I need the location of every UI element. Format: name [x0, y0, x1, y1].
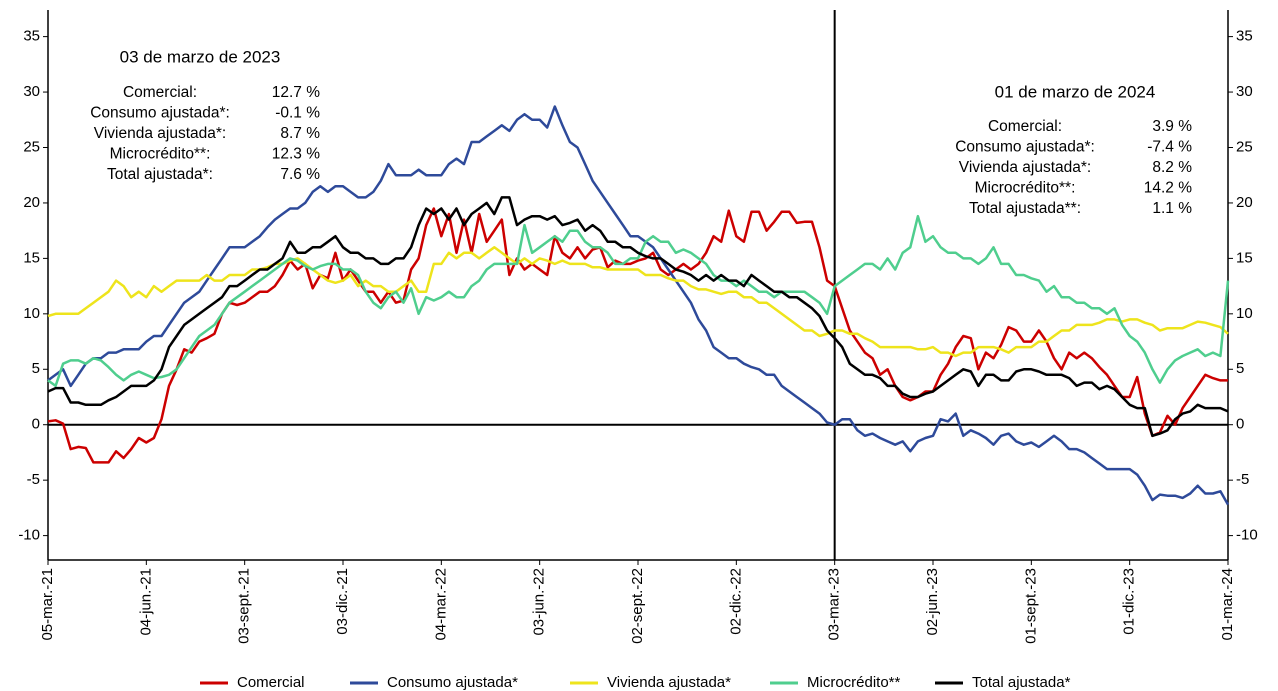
y-tick-label: -10 — [18, 527, 40, 544]
annotation-value: 14.2 % — [1144, 180, 1192, 197]
legend-label: Microcrédito** — [807, 674, 901, 691]
annotation-label: Comercial: — [988, 118, 1062, 135]
y-tick-label: 5 — [32, 360, 40, 377]
annotation-title: 01 de marzo de 2024 — [995, 82, 1156, 101]
annotation-value: 7.6 % — [280, 166, 320, 183]
y-tick-label: 35 — [1236, 28, 1253, 45]
legend-label: Consumo ajustada* — [387, 674, 518, 691]
series-line — [47, 214, 1230, 388]
annotation-value: 12.7 % — [272, 84, 320, 101]
annotation-value: 8.2 % — [1152, 159, 1192, 176]
annotation-value: 12.3 % — [272, 146, 320, 163]
y-tick-label: 30 — [23, 83, 40, 100]
legend-label: Comercial — [237, 674, 305, 691]
annotation-label: Vivienda ajustada*: — [94, 125, 226, 142]
x-tick-label: 01-mar.-24 — [1219, 568, 1236, 641]
x-tick-label: 03-sept.-21 — [236, 568, 253, 644]
x-tick-label: 02-dic.-22 — [727, 568, 744, 635]
y-tick-label: -10 — [1236, 527, 1258, 544]
annotation-label: Comercial: — [123, 84, 197, 101]
annotation-label: Vivienda ajustada*: — [959, 159, 1091, 176]
x-tick-label: 01-dic.-23 — [1121, 568, 1138, 635]
x-tick-label: 03-jun.-22 — [531, 568, 548, 636]
annotation-label: Total ajustada**: — [969, 200, 1081, 217]
y-tick-label: 20 — [1236, 194, 1253, 211]
x-tick-label: 01-sept.-23 — [1022, 568, 1039, 644]
annotation-value: 3.9 % — [1152, 118, 1192, 135]
series-line — [47, 207, 1228, 464]
x-tick-label: 05-mar.-21 — [39, 568, 56, 641]
annotation-value: 8.7 % — [280, 125, 320, 142]
x-tick-label: 04-mar.-22 — [432, 568, 449, 641]
annotation-value: -7.4 % — [1147, 139, 1192, 156]
legend: Comercial Consumo ajustada* Vivienda ajust… — [200, 674, 1071, 691]
series-line — [47, 246, 1229, 358]
y-tick-label: 0 — [32, 416, 40, 433]
annotation-title: 03 de marzo de 2023 — [120, 47, 281, 66]
annotation-label: Consumo ajustada*: — [90, 105, 230, 122]
y-tick-label: 35 — [23, 28, 40, 45]
annotation-value: 1.1 % — [1152, 200, 1192, 217]
annotation-label: Microcrédito**: — [975, 180, 1076, 197]
y-tick-label: 30 — [1236, 83, 1253, 100]
y-tick-label: 20 — [23, 194, 40, 211]
annotation-label: Consumo ajustada*: — [955, 139, 1095, 156]
x-tick-label: 03-dic.-21 — [334, 568, 351, 635]
x-tick-label: 02-sept.-22 — [629, 568, 646, 644]
y-tick-label: 25 — [23, 138, 40, 155]
annotation-label: Microcrédito**: — [110, 146, 211, 163]
series-line — [47, 105, 1230, 506]
annotation: 03 de marzo de 2023 Comercial: 12.7 % Consu… — [90, 47, 320, 183]
y-tick-label: 10 — [23, 305, 40, 322]
legend-label: Total ajustada* — [972, 674, 1071, 691]
x-tick-label: 03-mar.-23 — [826, 568, 843, 641]
annotation: 01 de marzo de 2024 Comercial: 3.9 % Consum… — [955, 82, 1192, 217]
legend-label: Vivienda ajustada* — [607, 674, 731, 691]
y-tick-label: 15 — [23, 249, 40, 266]
series-line — [47, 196, 1229, 438]
y-tick-label: 15 — [1236, 249, 1253, 266]
x-tick-label: 04-jun.-21 — [137, 568, 154, 636]
y-tick-label: -5 — [1236, 471, 1249, 488]
y-tick-label: 10 — [1236, 305, 1253, 322]
annotation-value: -0.1 % — [275, 105, 320, 122]
annotation-label: Total ajustada*: — [107, 166, 213, 183]
y-tick-label: 25 — [1236, 138, 1253, 155]
y-tick-label: 0 — [1236, 416, 1244, 433]
x-tick-label: 02-jun.-23 — [924, 568, 941, 636]
y-tick-label: -5 — [27, 471, 40, 488]
y-tick-label: 5 — [1236, 360, 1244, 377]
